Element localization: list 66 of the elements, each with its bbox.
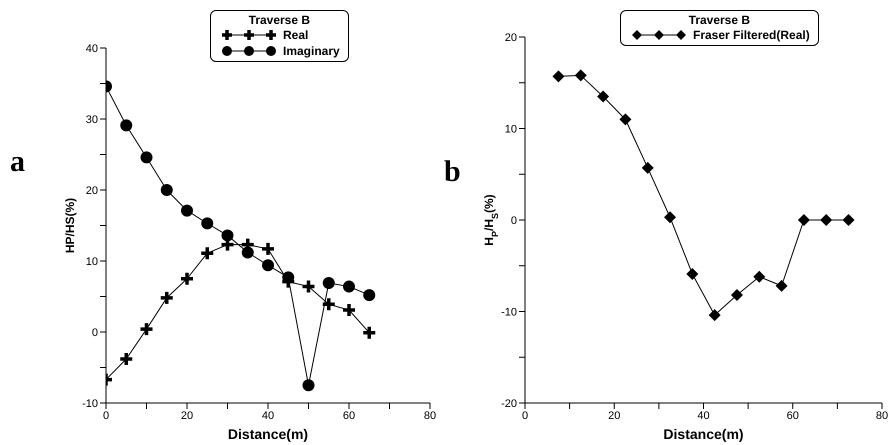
x-tick-label: 0 (522, 410, 528, 422)
y-tick-label: -20 (501, 398, 517, 410)
y-tick-label: 20 (86, 184, 98, 197)
text: a (10, 145, 25, 179)
y-tick-label: 0 (92, 326, 98, 339)
point (753, 270, 766, 283)
point (181, 204, 193, 217)
point (222, 229, 234, 242)
text: b (444, 155, 461, 189)
point (159, 290, 174, 306)
point (179, 271, 195, 286)
x-tick-label: 60 (342, 410, 356, 422)
point (322, 277, 335, 290)
y-tick-label: 0 (510, 214, 517, 227)
point (708, 309, 721, 322)
point (798, 214, 810, 226)
legend-title: Traverse B (688, 13, 752, 27)
point (574, 69, 587, 82)
point (686, 268, 698, 280)
x-tick-label: 20 (608, 410, 620, 422)
point (118, 351, 134, 367)
y-axis-title: HP/HS(%) (63, 198, 77, 254)
y-tick-label: -10 (82, 398, 98, 410)
point (619, 113, 632, 126)
point (730, 289, 743, 302)
point (552, 70, 564, 82)
x-axis-title: Distance(m) (228, 426, 308, 442)
point (597, 90, 610, 102)
point (321, 296, 336, 312)
x-axis-title: Distance(m) (663, 426, 744, 442)
point (343, 280, 355, 293)
x-tick-label: 40 (697, 410, 710, 422)
point (362, 324, 377, 340)
point (262, 259, 274, 272)
y-tick-label: -10 (501, 306, 517, 318)
point (642, 162, 654, 174)
point (820, 214, 832, 226)
x-tick-label: 40 (262, 410, 274, 422)
point (341, 302, 357, 318)
point (776, 280, 788, 292)
point (160, 184, 173, 196)
point (120, 119, 132, 132)
x-tick-label: 60 (786, 410, 799, 422)
x-tick-label: 80 (424, 410, 436, 422)
y-tick-label: 10 (86, 256, 98, 268)
y-tick-label: 30 (86, 114, 98, 126)
legend-title: Traverse B (248, 13, 312, 27)
point (200, 245, 215, 261)
legend-label: Real (283, 28, 308, 42)
point (138, 321, 154, 337)
x-tick-label: 0 (102, 410, 110, 422)
point (300, 278, 316, 294)
point (363, 289, 376, 302)
point (842, 214, 855, 226)
legend-label: Fraser Filtered(Real) (693, 28, 810, 42)
y-tick-label: 20 (504, 32, 517, 44)
point (302, 379, 314, 392)
x-tick-label: 20 (180, 410, 194, 422)
x-tick-label: 80 (876, 410, 888, 422)
point (664, 211, 676, 224)
point (140, 151, 152, 164)
y-tick-label: 40 (86, 42, 98, 55)
point (201, 217, 214, 230)
point (260, 241, 276, 257)
legend-label: Imaginary (283, 44, 340, 58)
y-tick-label: 10 (504, 123, 517, 136)
